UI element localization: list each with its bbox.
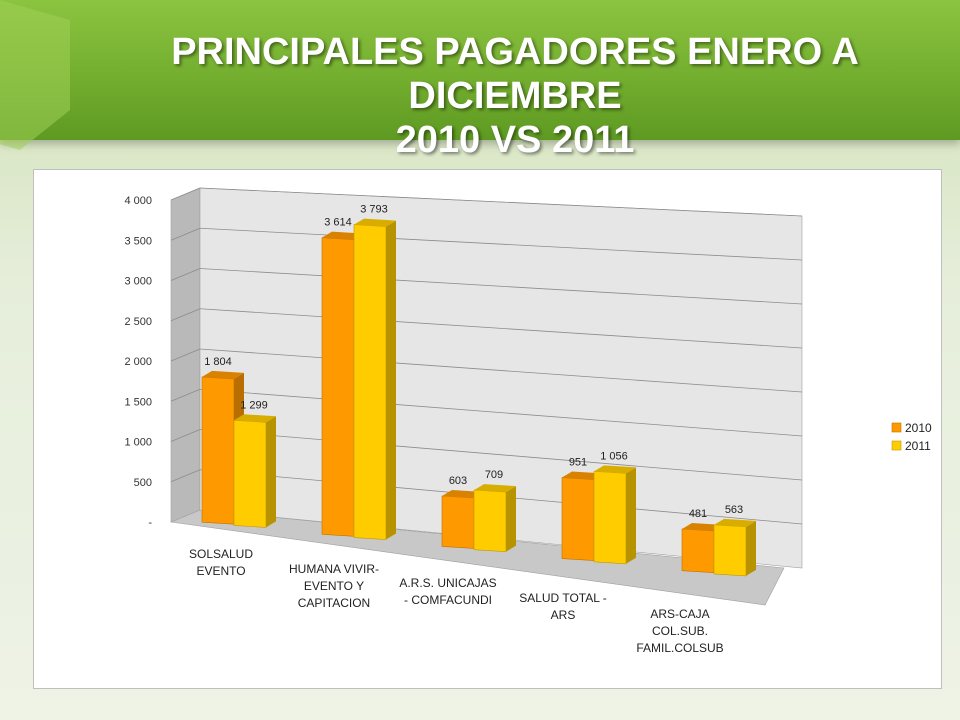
slide-title: PRINCIPALES PAGADORES ENERO A DICIEMBRE … — [80, 30, 950, 162]
gridline-side — [170, 308, 201, 322]
bar-2011-0 — [233, 414, 276, 528]
category-label: SALUD TOTAL -ARS — [519, 591, 607, 622]
data-label: 709 — [485, 469, 503, 481]
gridline — [199, 348, 803, 393]
title-line-2: 2010 VS 2011 — [395, 119, 635, 161]
bar-2011-3 — [593, 465, 636, 565]
data-label: 3 793 — [360, 204, 388, 216]
y-tick-label: 2 000 — [124, 356, 152, 368]
category-label: SOLSALUD EVENTO — [189, 547, 253, 578]
category-label: HUMANA VIVIR-EVENTO Y CAPITACION — [289, 562, 379, 610]
gridline — [199, 429, 803, 481]
bar-2011-1 — [353, 218, 396, 540]
gridline-side — [170, 429, 201, 442]
data-label: 481 — [689, 508, 707, 520]
legend-swatch — [891, 422, 902, 433]
title-line-1: PRINCIPALES PAGADORES ENERO A DICIEMBRE — [171, 31, 859, 117]
y-tick-label: 2 500 — [124, 316, 152, 328]
hexagon-decoration — [0, 0, 70, 150]
data-label: 1 056 — [600, 450, 628, 462]
y-tick-label: 1 500 — [124, 396, 152, 408]
gridline-side — [170, 227, 201, 241]
data-label: 603 — [449, 475, 467, 487]
data-label: 1 804 — [204, 356, 232, 368]
gridline-side — [170, 348, 201, 362]
gridline-side — [170, 388, 201, 402]
title-banner — [0, 0, 960, 150]
y-tick-label: 1 000 — [124, 437, 152, 449]
bar-2011-2 — [473, 484, 516, 553]
data-label: 1 299 — [240, 399, 268, 411]
legend-label: 2011 — [905, 439, 931, 453]
data-label: 3 614 — [324, 217, 352, 229]
gridline — [199, 308, 803, 349]
chart-area: -500 1 000 1 500 2 000 2 500 3 000 3 500 4 000 … — [33, 169, 942, 689]
gridline-side — [170, 187, 201, 201]
data-label: 951 — [569, 457, 587, 469]
gridline — [199, 388, 803, 437]
gridline-side — [170, 469, 201, 483]
bar-2011-4 — [713, 518, 756, 577]
data-label: 563 — [725, 504, 743, 516]
category-label: A.R.S. UNICAJAS - COMFACUNDI — [399, 576, 496, 607]
gridline-side — [170, 268, 201, 281]
y-tick-label: - — [148, 517, 152, 529]
gridline — [199, 227, 803, 261]
y-tick-label: 3 000 — [124, 276, 152, 288]
y-tick-label: 4 000 — [124, 195, 152, 207]
y-tick-label: 500 — [134, 477, 152, 489]
legend-label: 2010 — [905, 421, 932, 435]
y-tick-label: 3 500 — [124, 235, 152, 247]
category-label: ARS-CAJA COL.SUB. FAMIL.COLSUB — [636, 607, 723, 655]
legend-swatch — [891, 440, 902, 451]
gridline — [199, 187, 803, 217]
gridline — [199, 268, 803, 305]
